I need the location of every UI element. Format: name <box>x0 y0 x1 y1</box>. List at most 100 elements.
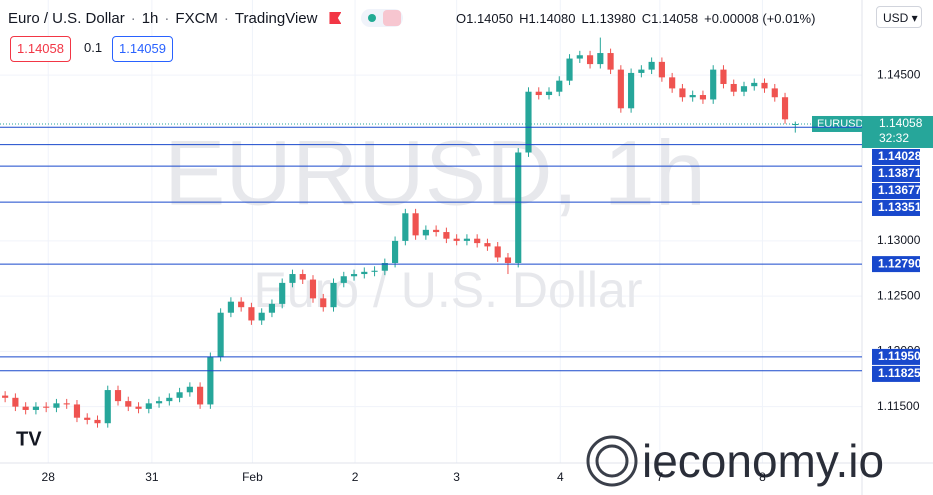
level-label: 1.11825 <box>878 366 921 380</box>
interval[interactable]: 1h <box>141 9 159 27</box>
candle-body <box>135 406 142 409</box>
currency-select[interactable]: USD ▾ <box>876 6 922 28</box>
candle-body <box>371 270 378 272</box>
candle-body <box>145 403 152 409</box>
candle-body <box>63 403 70 405</box>
candle-body <box>781 97 789 120</box>
candle-body <box>2 395 9 398</box>
candle-body <box>166 397 173 402</box>
candle-body <box>628 72 635 109</box>
candle-body <box>566 58 573 81</box>
candle-body <box>217 312 224 357</box>
x-tick-label: 4 <box>557 470 564 484</box>
candle-body <box>248 307 255 321</box>
level-label: 1.13351 <box>878 200 922 214</box>
level-label: 1.12790 <box>878 256 922 270</box>
candle-body <box>392 240 399 263</box>
sell-button[interactable]: 1.14058 <box>10 36 71 62</box>
candle-body <box>740 86 748 92</box>
candle-body <box>710 69 717 100</box>
level-label-bg <box>872 348 920 365</box>
candle-body <box>94 419 101 424</box>
candle-body <box>463 238 470 241</box>
candle-body <box>350 274 358 277</box>
symbol: Euro / U.S. Dollar <box>8 9 125 27</box>
level-label-bg <box>872 148 920 165</box>
candle-body <box>361 271 368 275</box>
candle-body <box>114 390 122 402</box>
x-tick-label: 3 <box>453 470 460 484</box>
candle-body <box>689 95 696 98</box>
svg-text:TV: TV <box>16 428 42 450</box>
symbol-badge: EURUSD <box>817 118 864 130</box>
candle-body <box>443 232 450 239</box>
candle-body <box>176 392 183 398</box>
candle-body <box>515 152 522 263</box>
candle-body <box>730 83 737 92</box>
y-tick-label: 1.12500 <box>877 288 921 302</box>
candle-body <box>32 406 39 410</box>
candle-body <box>258 312 265 321</box>
candle-body <box>238 301 245 308</box>
candle-body <box>309 279 317 299</box>
level-label-bg <box>872 165 920 182</box>
platform: TradingView <box>234 9 318 27</box>
ohlc-close: C1.14058 <box>641 11 699 26</box>
candle-body <box>12 397 19 407</box>
candle-body <box>22 406 29 410</box>
brand-logo: ieconomy.io <box>586 435 884 487</box>
candle-body <box>453 238 460 241</box>
candle-body <box>494 246 501 258</box>
candle-body <box>299 274 306 280</box>
y-tick-label: 1.14500 <box>877 67 921 81</box>
level-label-bg <box>872 199 920 216</box>
candle-body <box>433 229 440 233</box>
price-label-bg <box>862 115 933 148</box>
candle-body <box>771 88 778 98</box>
symbol-badge-bg <box>812 115 862 132</box>
candle-body <box>535 91 542 96</box>
candle-body <box>84 417 91 420</box>
candle-body <box>504 257 512 263</box>
ohlc-legend: O1.14050 H1.14080 L1.13980 C1.14058 +0.0… <box>456 11 815 26</box>
candle-body <box>227 301 234 313</box>
candle-body <box>43 406 50 408</box>
candle-body <box>402 213 409 241</box>
currency: USD <box>883 11 909 25</box>
ohlc-open: O1.14050 <box>456 11 514 26</box>
candle-body <box>699 95 707 100</box>
candle-body <box>607 53 614 70</box>
candle-body <box>73 404 81 418</box>
level-label: 1.13871 <box>878 166 922 180</box>
tv-logo: TV <box>16 428 42 450</box>
level-label-bg <box>872 365 920 382</box>
candle-body <box>679 88 686 98</box>
level-label: 1.11950 <box>878 349 921 363</box>
candle-body <box>104 390 111 424</box>
brand-text: ieconomy.io <box>642 435 884 487</box>
candle-body <box>412 213 419 236</box>
candle-body <box>279 282 286 304</box>
x-tick-label: 8 <box>759 470 766 484</box>
level-label: 1.13677 <box>878 183 922 197</box>
watermark-sub: Euro / U.S. Dollar <box>253 262 642 318</box>
level-label: 1.14028 <box>878 149 922 163</box>
candle-body <box>586 55 594 65</box>
countdown: 32:32 <box>879 131 909 145</box>
candle-body <box>658 61 665 78</box>
buy-button[interactable]: 1.14059 <box>112 36 173 62</box>
ohlc-low: L1.13980 <box>581 11 636 26</box>
market-status[interactable] <box>361 9 404 27</box>
candle-body <box>320 298 327 308</box>
candle-body <box>545 91 553 96</box>
x-tick-label: 2 <box>352 470 359 484</box>
candle-body <box>525 91 532 153</box>
candle-body <box>381 262 388 271</box>
candle-body <box>484 243 491 247</box>
header: Euro / U.S. Dollar · 1h · FXCM · TradingVie… <box>8 9 404 27</box>
flag-icon[interactable] <box>329 12 342 24</box>
candle-body <box>53 403 60 408</box>
level-label-bg <box>872 256 920 273</box>
